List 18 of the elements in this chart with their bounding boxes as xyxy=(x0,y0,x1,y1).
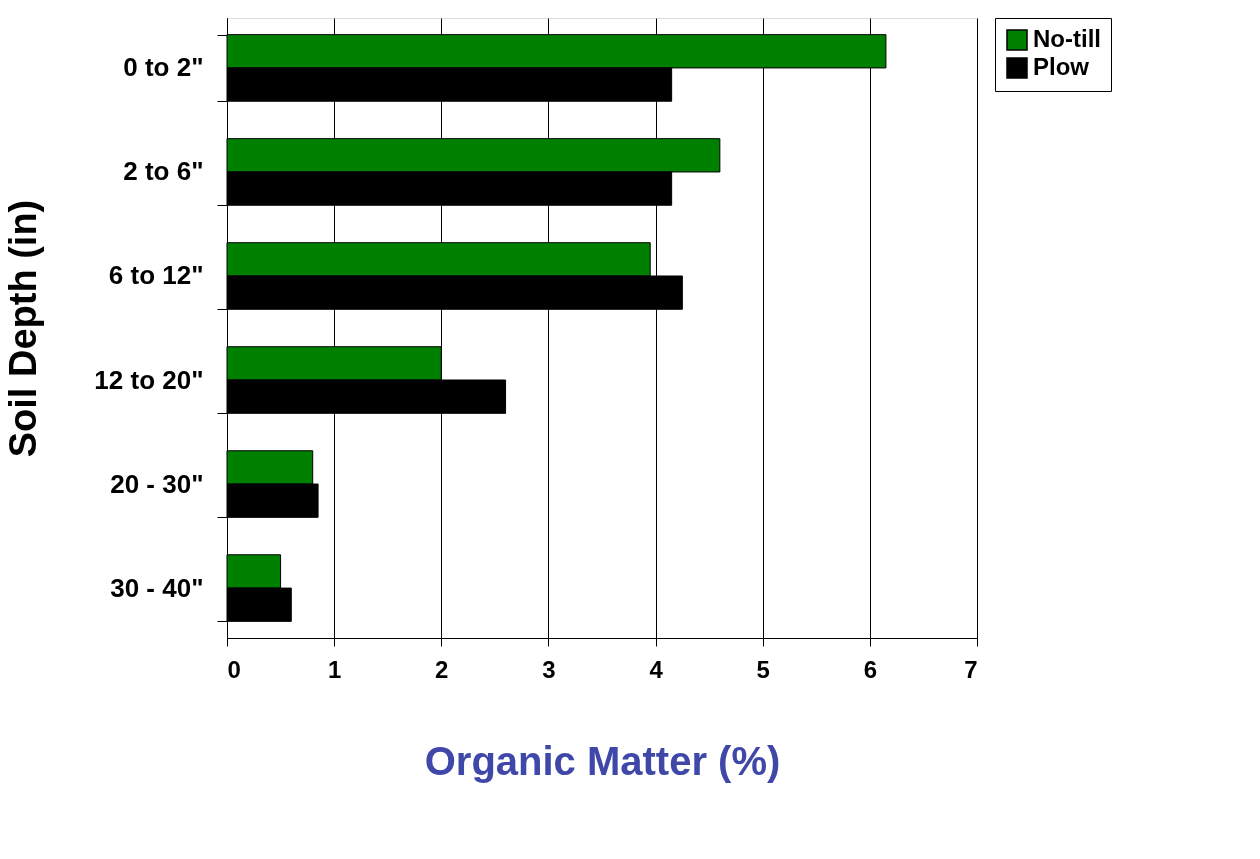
x-tick-label: 7 xyxy=(964,655,978,683)
y-tick-label: 0 to 2" xyxy=(123,52,204,83)
x-tick-label: 0 xyxy=(227,655,241,683)
y-tick-label: 30 - 40" xyxy=(110,572,204,603)
legend-label: Plow xyxy=(1033,53,1090,80)
x-tick-label: 3 xyxy=(542,655,556,683)
y-tick-label: 6 to 12" xyxy=(108,260,204,291)
x-tick-label: 6 xyxy=(863,655,878,683)
x-tick-label: 4 xyxy=(649,655,664,683)
y-axis-title: Soil Depth (in) xyxy=(2,199,45,458)
x-tick-label: 5 xyxy=(756,655,770,683)
y-tick-label: 2 to 6" xyxy=(123,156,204,187)
x-tick-label: 1 xyxy=(327,655,342,683)
legend-label: No-till xyxy=(1033,25,1101,52)
y-tick-label: 12 to 20" xyxy=(94,364,204,395)
x-axis-title: Organic Matter (%) xyxy=(424,738,781,783)
y-tick-label: 20 - 30" xyxy=(110,468,204,499)
x-tick-label: 2 xyxy=(435,655,449,683)
